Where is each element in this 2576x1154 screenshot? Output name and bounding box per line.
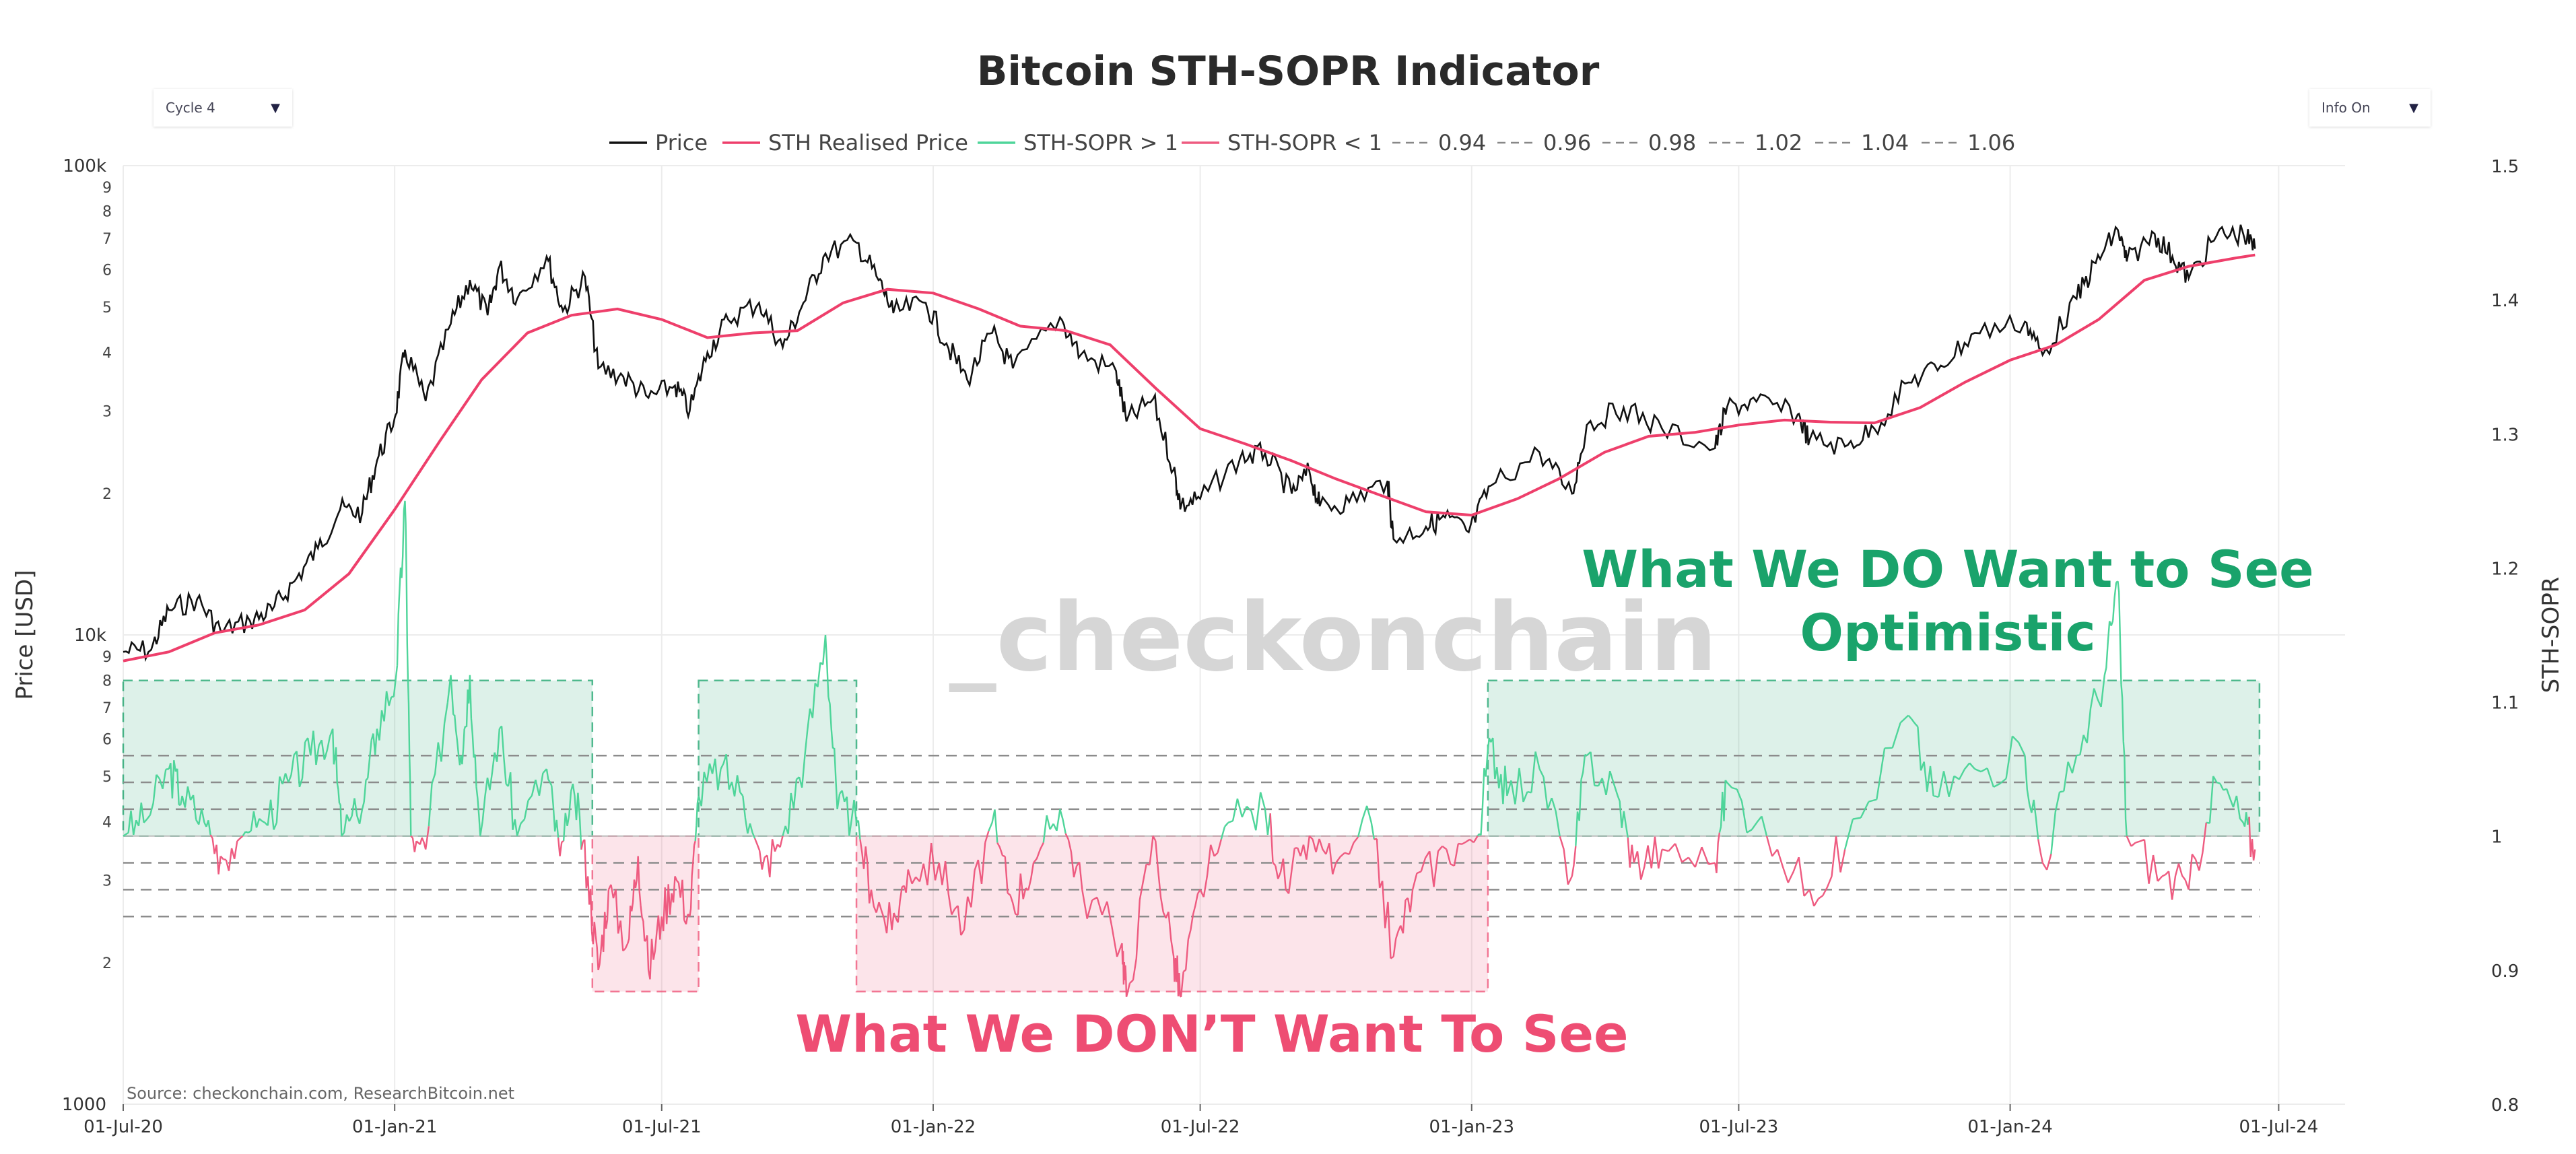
y-right-tick: 1.4 xyxy=(2491,291,2519,311)
y-left-minor-tick: 2 xyxy=(102,955,112,972)
annotation-good-line-2: Optimistic xyxy=(1800,603,2095,663)
y-left-minor-tick: 6 xyxy=(102,263,112,279)
y-left-minor-tick: 7 xyxy=(102,700,112,717)
legend-label: STH-SOPR < 1 xyxy=(1227,130,1382,156)
y-right-axis-title: STH-SOPR xyxy=(2538,577,2565,693)
y-left-minor-tick: 4 xyxy=(102,814,112,831)
x-tick-label: 01-Jul-21 xyxy=(622,1117,702,1137)
optimistic-region xyxy=(1487,679,2261,837)
annotation-good-line-1: What We DO Want to See xyxy=(1582,539,2313,599)
highlight-regions xyxy=(122,679,2261,992)
y-left-minor-tick: 8 xyxy=(102,204,112,221)
y-left-axis-title: Price [USD] xyxy=(11,570,38,700)
x-tick-label: 01-Jul-22 xyxy=(1161,1117,1240,1137)
optimistic-region xyxy=(122,679,594,837)
cycle-select[interactable]: Cycle 4 ▼ xyxy=(154,89,292,127)
x-tick-label: 01-Jul-24 xyxy=(2239,1117,2319,1137)
y-right-tick: 1.2 xyxy=(2491,559,2519,579)
y-right-tick: 1.1 xyxy=(2491,693,2519,714)
x-tick-label: 01-Jul-23 xyxy=(1699,1117,1779,1137)
y-left-minor-tick: 8 xyxy=(102,673,112,690)
legend-label: 0.94 xyxy=(1438,130,1486,156)
y-left-major-tick: 10k xyxy=(74,625,106,646)
watermark: _checkonchain xyxy=(949,583,1718,693)
y-left-minor-tick: 3 xyxy=(102,403,112,420)
y-left-minor-tick: 5 xyxy=(102,300,112,316)
legend-label: STH Realised Price xyxy=(768,130,968,156)
x-tick-label: 01-Jan-22 xyxy=(891,1117,976,1137)
chevron-down-icon: ▼ xyxy=(2409,100,2418,115)
y-right-tick: 1 xyxy=(2491,827,2503,848)
chevron-down-icon: ▼ xyxy=(271,100,280,115)
y-left-major-tick: 1000 xyxy=(62,1095,106,1115)
info-select-value: Info On xyxy=(2321,100,2371,116)
y-right-tick: 1.3 xyxy=(2491,425,2519,445)
chart-axes: 01-Jul-20 01-Jan-21 01-Jul-21 01-Jan-22 01-J… xyxy=(11,156,2565,1137)
pessimistic-region xyxy=(591,835,700,992)
legend-label: 1.04 xyxy=(1861,130,1909,156)
y-left-minor-tick: 3 xyxy=(102,873,112,889)
cycle-select-value: Cycle 4 xyxy=(166,100,215,116)
y-left-minor-tick: 9 xyxy=(102,180,112,197)
y-left-minor-tick: 5 xyxy=(102,769,112,786)
x-tick-label: 01-Jul-20 xyxy=(83,1117,163,1137)
sth-sopr-above-line xyxy=(123,500,2250,854)
chart-legend: Price STH Realised Price STH-SOPR > 1 STH-S… xyxy=(609,130,2015,156)
y-left-major-tick: 100k xyxy=(63,156,106,176)
chart-title: Bitcoin STH-SOPR Indicator xyxy=(977,48,1600,95)
y-left-minor-tick: 4 xyxy=(102,345,112,362)
x-tick-label: 01-Jan-23 xyxy=(1429,1117,1514,1137)
optimistic-region xyxy=(698,679,858,837)
info-select[interactable]: Info On ▼ xyxy=(2309,89,2431,127)
y-left-minor-tick: 6 xyxy=(102,732,112,749)
x-tick-label: 01-Jan-21 xyxy=(352,1117,437,1137)
y-left-minor-tick: 9 xyxy=(102,649,112,666)
pessimistic-region xyxy=(855,835,1489,992)
legend-label: 0.96 xyxy=(1543,130,1591,156)
source-note: Source: checkonchain.com, ResearchBitcoi… xyxy=(127,1084,514,1103)
sth-sopr-below-line xyxy=(209,813,2256,998)
y-right-tick: 1.5 xyxy=(2491,157,2519,177)
y-right-tick: 0.9 xyxy=(2491,961,2519,982)
legend-label: 1.02 xyxy=(1755,130,1802,156)
price-line xyxy=(123,224,2256,663)
chart-grid xyxy=(123,165,2345,1105)
legend-label: 0.98 xyxy=(1648,130,1696,156)
legend-label: 1.06 xyxy=(1967,130,2015,156)
y-left-minor-tick: 2 xyxy=(102,486,112,503)
sth-realised-price-line xyxy=(123,253,2256,663)
y-right-tick: 0.8 xyxy=(2491,1095,2519,1116)
legend-label: Price xyxy=(655,130,708,156)
x-tick-label: 01-Jan-24 xyxy=(1967,1117,2052,1137)
annotation-bad: What We DON’T Want To See xyxy=(795,1004,1628,1064)
chart-series xyxy=(123,224,2256,998)
legend-label: STH-SOPR > 1 xyxy=(1023,130,1178,156)
y-left-minor-tick: 7 xyxy=(102,231,112,248)
